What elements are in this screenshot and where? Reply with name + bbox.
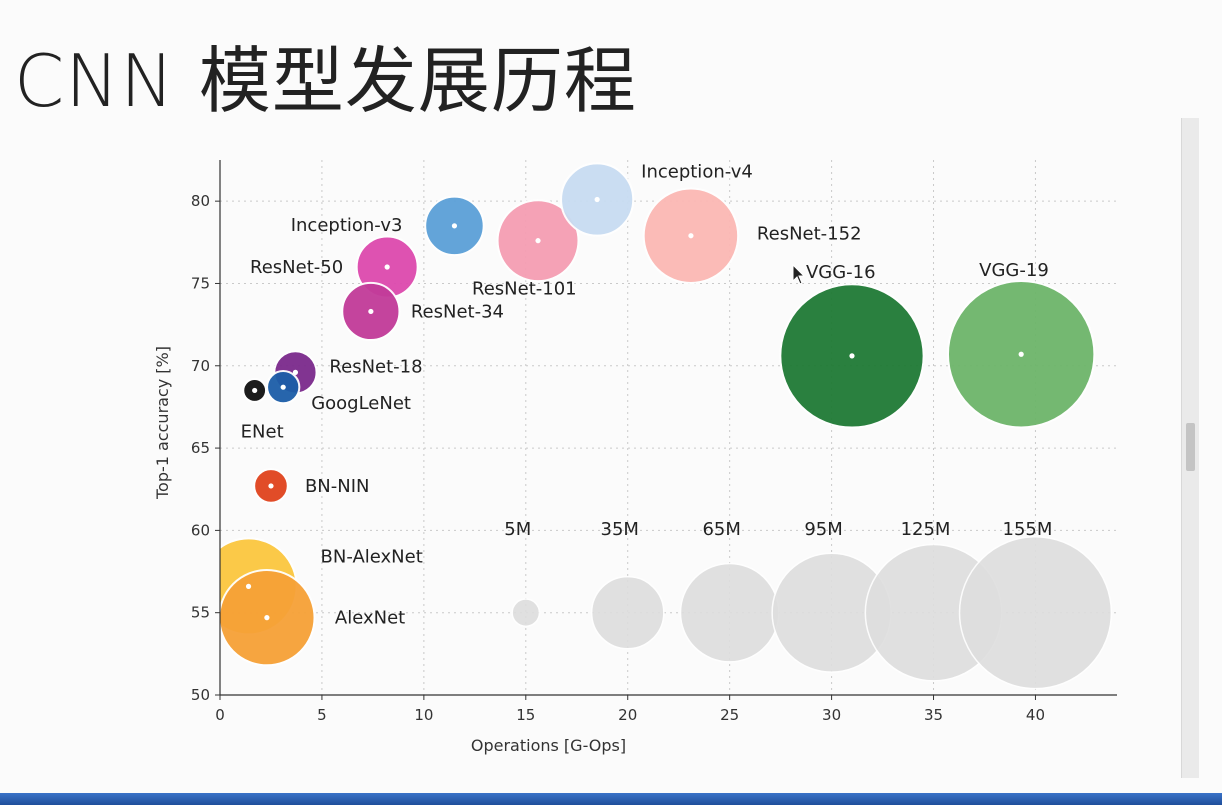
bubbles-group [220,162,1113,690]
x-tick-label: 25 [720,706,739,724]
size-legend-bubble [679,562,780,663]
x-axis-label: Operations [G-Ops] [471,736,626,755]
bubble-center-dot [268,483,274,489]
bubble-center-dot [264,615,270,621]
point-label: Inception-v4 [641,162,753,183]
x-tick-label: 15 [516,706,535,724]
slide-title: CNN 模型发展历程 [14,39,637,123]
y-axis-label: Top-1 accuracy [%] [153,346,172,500]
point-label: BN-NIN [305,476,370,497]
y-tick-label: 70 [191,357,210,375]
point-label: GoogLeNet [311,393,411,414]
x-tick-label: 20 [618,706,637,724]
size-legend-label: 125M [901,519,951,540]
y-tick-label: 50 [191,686,210,704]
bubble-center-dot [849,353,855,359]
x-tick-label: 35 [924,706,943,724]
bubble-center-dot [451,223,458,229]
size-legend-label: 95M [804,519,842,540]
size-legend-label: 5M [504,519,531,540]
point-label: AlexNet [335,608,405,629]
y-tick-label: 60 [191,521,210,539]
point-label: BN-AlexNet [321,546,423,567]
size-legend-bubble [511,598,541,628]
x-tick-label: 0 [215,706,225,724]
bubble-center-dot [252,387,258,394]
bubble-center-dot [280,384,286,390]
size-legend-bubble [590,575,665,650]
point-label: ResNet-50 [250,257,343,278]
point-label: ResNet-152 [757,224,862,245]
point-label: Inception-v3 [291,215,403,236]
x-tick-label: 5 [317,706,327,724]
size-legend-label: 35M [601,519,639,540]
point-label: VGG-19 [979,260,1049,281]
size-legend-bubble [958,535,1113,690]
scrollbar-thumb[interactable] [1186,423,1195,471]
bubble-center-dot [368,308,374,315]
bubble-center-dot [688,233,694,239]
size-legend-label: 65M [702,519,740,540]
bubble-center-dot [594,196,600,203]
x-tick-label: 30 [822,706,841,724]
bubble-center-dot [245,583,252,589]
point-label: ResNet-101 [472,279,577,300]
point-label: ResNet-18 [329,356,422,377]
bubble-center-dot [384,264,390,270]
bubble-center-dot [292,369,299,375]
taskbar-strip [0,793,1222,805]
x-tick-label: 10 [414,706,433,724]
point-label: VGG-16 [806,262,876,283]
bubble-center-dot [535,238,541,244]
point-label: ResNet-34 [411,301,504,322]
x-tick-label: 40 [1026,706,1045,724]
size-legend-label: 155M [1003,519,1053,540]
bubble-center-dot [1018,351,1024,357]
y-tick-label: 80 [191,192,210,210]
mouse-cursor-icon [792,264,806,285]
y-tick-label: 55 [191,604,210,622]
y-tick-label: 65 [191,439,210,457]
point-label: ENet [241,421,284,442]
y-tick-label: 75 [191,274,210,292]
scrollbar[interactable] [1181,118,1199,778]
